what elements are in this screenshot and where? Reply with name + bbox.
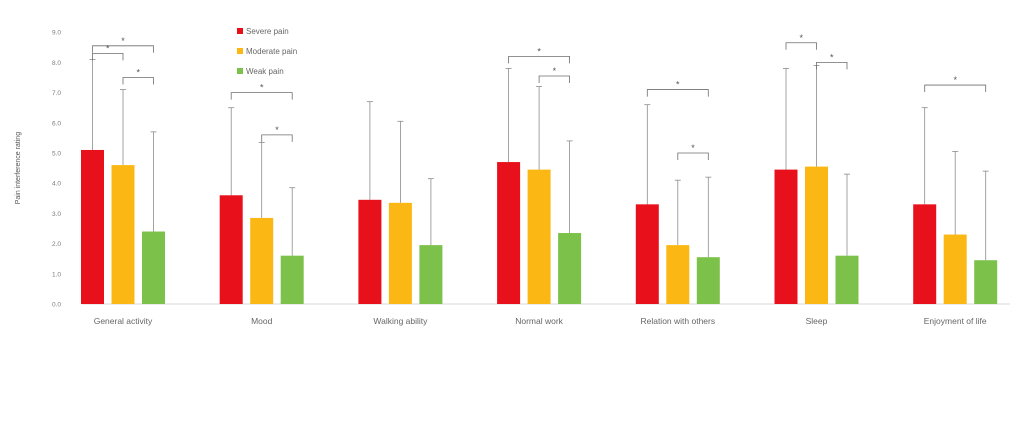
significance-star: * (275, 125, 279, 135)
bar (774, 169, 798, 304)
significance-bracket (92, 45, 154, 53)
significance-star: * (121, 36, 125, 46)
y-tick-label: 6.0 (52, 120, 61, 127)
bar (666, 245, 690, 304)
significance-bracket (924, 84, 987, 93)
legend-entry: Moderate pain (246, 47, 297, 56)
bar (142, 231, 165, 304)
significance-bracket (646, 89, 709, 97)
significance-bracket (92, 52, 124, 61)
significance-star: * (537, 46, 541, 56)
bar (943, 234, 967, 304)
significance-brackets: * * * * * * * * * * * * (92, 33, 987, 160)
bar (497, 162, 521, 304)
significance-bracket (261, 134, 293, 142)
legend-swatch (237, 48, 243, 54)
category-label: Normal work (515, 316, 563, 326)
y-tick-label: 3.0 (52, 211, 61, 218)
category-label: General activity (94, 316, 153, 326)
bar (358, 199, 382, 304)
bar (81, 149, 104, 304)
legend-entry: Weak pain (246, 67, 284, 76)
y-axis-ticks: 0.0 1.0 2.0 3.0 4.0 5.0 6.0 7.0 8.0 9.0 (52, 30, 61, 309)
y-tick-label: 1.0 (52, 271, 61, 278)
significance-bracket (816, 62, 848, 70)
bar (219, 195, 243, 304)
legend-swatch (237, 68, 243, 74)
significance-bracket (785, 42, 817, 50)
bar (696, 257, 720, 304)
y-tick-label: 5.0 (52, 151, 61, 158)
significance-bracket (538, 75, 570, 83)
y-tick-label: 0.0 (52, 302, 61, 309)
significance-star: * (830, 52, 834, 62)
bar (635, 204, 659, 304)
bar (111, 165, 135, 304)
y-tick-label: 9.0 (52, 30, 61, 37)
significance-bracket (122, 77, 154, 85)
significance-star: * (106, 43, 110, 53)
legend-entry: Severe pain (246, 27, 289, 36)
significance-star: * (691, 143, 695, 153)
significance-bracket (230, 92, 293, 100)
significance-star: * (260, 83, 264, 93)
bar (558, 233, 582, 304)
significance-star: * (676, 80, 680, 90)
category-label: Sleep (806, 316, 828, 326)
bar (913, 204, 937, 304)
significance-star: * (953, 75, 957, 85)
bar (527, 169, 551, 304)
bar (835, 255, 859, 304)
category-label: Mood (251, 316, 273, 326)
y-tick-label: 8.0 (52, 60, 61, 67)
category-label: Enjoyment of life (924, 316, 987, 326)
significance-star: * (799, 33, 803, 43)
significance-star: * (553, 66, 557, 76)
category-labels: General activity Mood Walking ability Norma… (94, 316, 987, 326)
significance-bracket (677, 152, 709, 160)
significance-star: * (136, 68, 140, 78)
error-bars (89, 58, 989, 261)
bar (974, 260, 998, 304)
significance-bracket (508, 55, 570, 64)
category-label: Walking ability (373, 316, 428, 326)
y-tick-label: 2.0 (52, 241, 61, 248)
legend: Severe pain Moderate pain Weak pain (237, 27, 297, 76)
bar (280, 255, 304, 304)
bars (81, 149, 998, 304)
bar (250, 217, 274, 304)
y-axis-label: Pain interference rating (15, 132, 22, 204)
legend-swatch (237, 28, 243, 34)
bar (388, 202, 412, 304)
bar (419, 245, 443, 304)
y-tick-label: 4.0 (52, 181, 61, 188)
category-label: Relation with others (640, 316, 715, 326)
bar (805, 166, 828, 304)
y-tick-label: 7.0 (52, 90, 61, 97)
